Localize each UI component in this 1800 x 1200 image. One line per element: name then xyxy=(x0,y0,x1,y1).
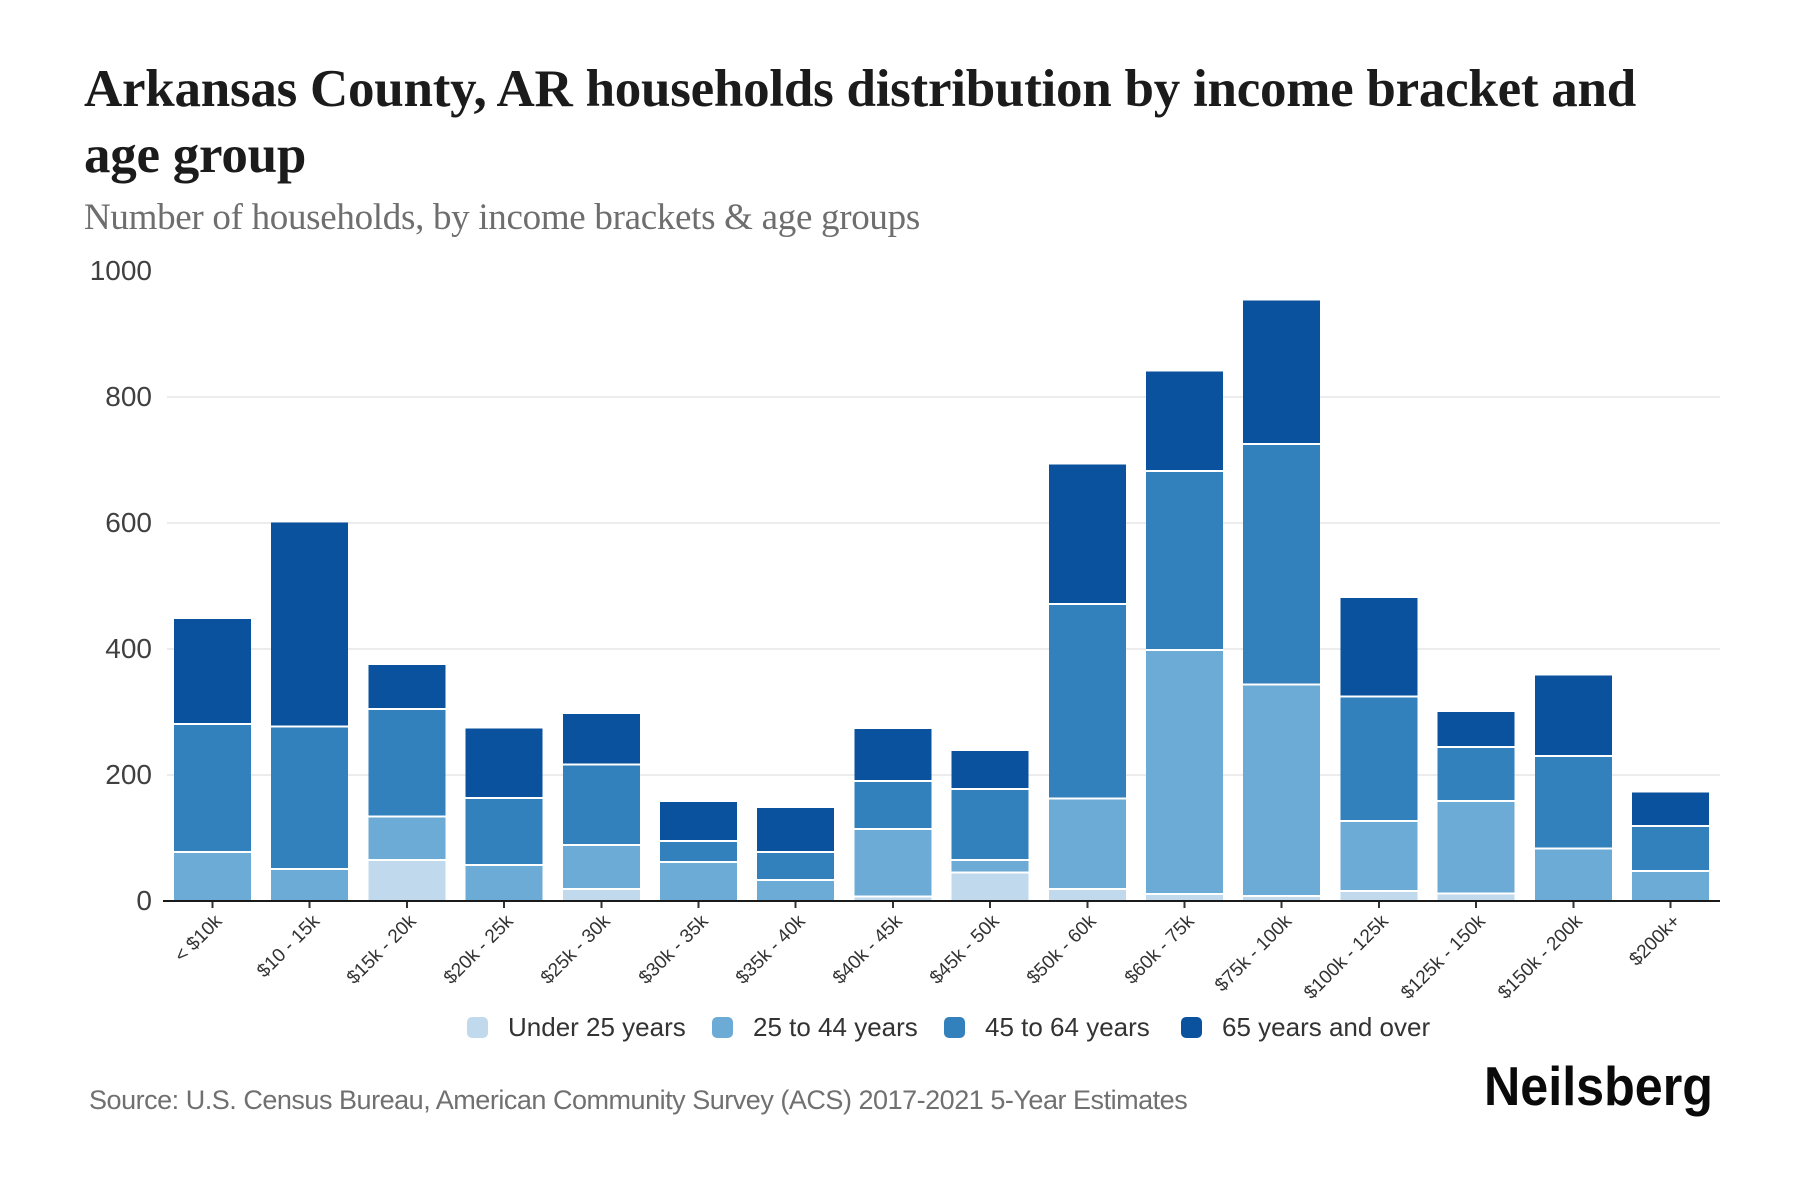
svg-text:Neilsberg: Neilsberg xyxy=(1484,1055,1713,1117)
